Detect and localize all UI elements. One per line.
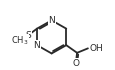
Text: CH$_3$: CH$_3$ xyxy=(11,35,28,47)
Text: S: S xyxy=(25,31,31,40)
Text: N: N xyxy=(33,41,40,50)
Text: O: O xyxy=(72,59,79,68)
Text: N: N xyxy=(48,16,55,25)
Text: OH: OH xyxy=(88,44,102,53)
